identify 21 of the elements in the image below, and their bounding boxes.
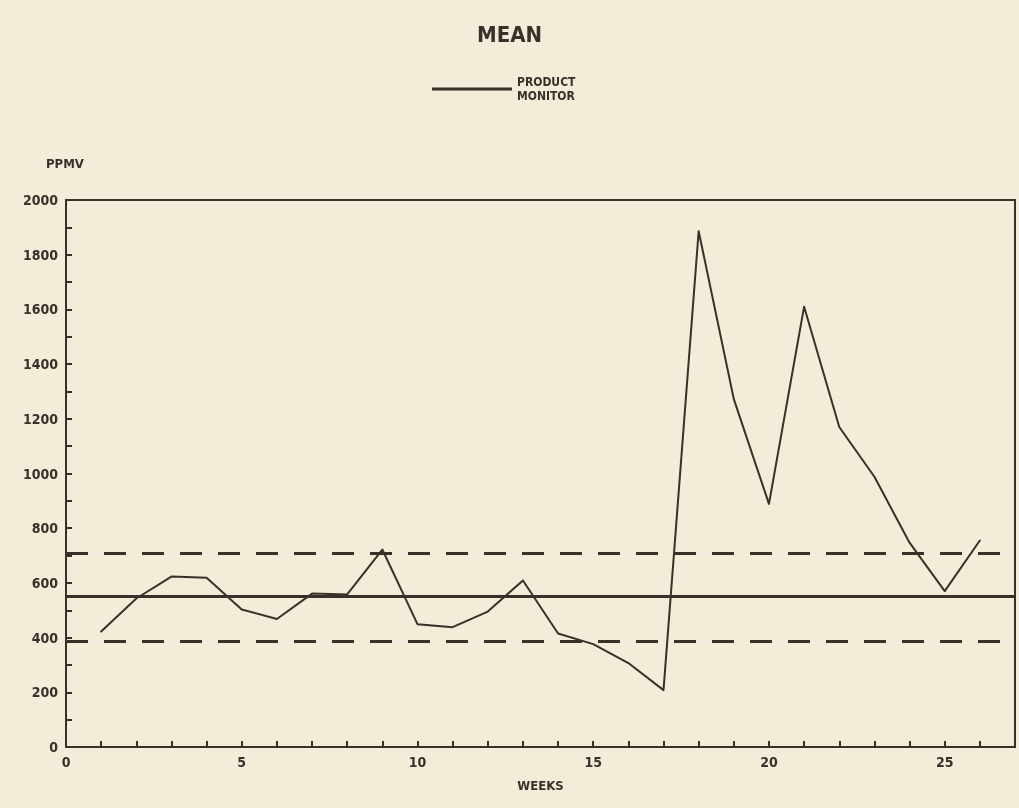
y-tick-label: 200	[31, 684, 59, 701]
x-tick-label: 15	[584, 754, 602, 770]
y-tick-label: 1200	[22, 410, 59, 427]
y-tick-label: 1400	[22, 356, 59, 373]
y-tick-label: 1000	[22, 465, 59, 482]
x-tick-label: 25	[935, 754, 954, 770]
y-tick-label: 800	[31, 520, 59, 537]
x-tick-label: 10	[408, 754, 427, 770]
y-tick-label: 2000	[22, 192, 59, 208]
y-tick-label: 400	[31, 629, 59, 646]
chart-title: MEAN	[476, 21, 543, 47]
y-tick-label: 600	[31, 574, 59, 591]
x-tick-label: 5	[237, 754, 247, 770]
y-tick-label: 1600	[22, 301, 59, 318]
x-tick-label: 20	[760, 754, 778, 770]
x-axis-title: WEEKS	[517, 778, 564, 793]
x-tick-label: 0	[61, 754, 71, 770]
y-tick-label: 0	[49, 739, 59, 755]
y-tick-label: 1800	[22, 246, 59, 263]
text: PRODUCT MONITOR	[517, 75, 580, 103]
y-axis-title: PPMV	[46, 156, 84, 171]
